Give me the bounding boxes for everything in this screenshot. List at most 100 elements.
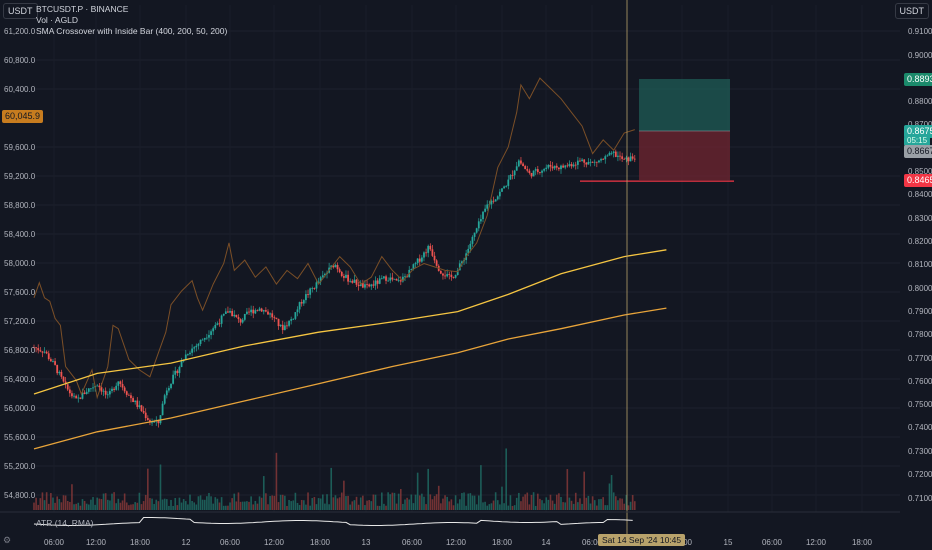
volume-bar [585,497,588,510]
volume-bar [589,503,592,510]
candle-body [349,280,352,282]
candle-body [66,384,69,390]
candle-body [399,280,402,282]
candle-body [214,324,217,329]
volume-bar [216,498,219,510]
volume-bar [558,493,560,510]
candle-body [73,395,75,397]
candle-body [153,421,156,423]
volume-bar [553,503,556,510]
candle-body [121,383,124,388]
volume-bar [351,501,354,510]
candle-body [62,376,65,382]
candle-body [170,383,172,389]
volume-bar [142,501,145,510]
volume-bar [326,494,328,510]
volume-legend[interactable]: Vol · AGLD [36,15,79,25]
volume-bar [364,505,366,510]
candle-body [486,204,489,209]
volume-bar [244,501,246,510]
volume-bar [357,504,360,510]
candle-body [330,265,333,268]
volume-bar [88,504,90,510]
candle-body [602,159,605,160]
volume-bar [140,504,143,510]
candle-body [503,186,505,189]
candle-body [397,280,400,282]
volume-bar [319,498,322,510]
indicator-legend[interactable]: SMA Crossover with Inside Bar (400, 200,… [36,26,228,36]
candle-body [404,276,406,278]
x-tick-label: 12:00 [86,538,107,547]
volume-bar [488,504,491,510]
atr-legend[interactable]: ATR (14, RMA) [36,518,94,528]
candle-body [340,271,343,277]
candle-body [526,169,529,171]
volume-bar [157,501,160,510]
candle-body [604,156,607,160]
volume-bar [98,498,101,510]
volume-bar [437,485,440,510]
volume-bar [90,499,92,510]
candle-body [144,412,147,419]
volume-bar [111,493,113,510]
candle-body [505,185,508,187]
volume-bar [499,504,501,510]
candle-body [513,170,516,176]
volume-bar [214,497,217,510]
volume-bar [349,504,351,510]
volume-bar [562,502,564,510]
right-unit-label[interactable]: USDT [894,3,929,19]
candle-body [593,161,596,163]
candle-body [235,314,238,318]
volume-bar [459,499,461,510]
volume-bar [184,501,187,510]
candle-body [338,269,341,272]
volume-bar [383,503,385,510]
candle-body [275,317,278,319]
candle-body [444,275,446,277]
candle-body [77,397,80,399]
volume-bar [311,498,314,510]
x-tick-label: 06:00 [44,538,65,547]
candle-body [606,155,609,157]
timezone-icon[interactable]: ⚙ [3,535,12,545]
volume-bar [355,496,358,510]
candle-body [157,419,160,424]
volume-bar [267,504,269,510]
volume-bar [484,501,486,510]
left-current-price: 60,045.9 [2,110,44,123]
volume-bar [370,501,373,510]
volume-bar [317,498,320,510]
candle-body [568,164,571,166]
volume-bar [85,503,88,510]
candle-body [389,277,392,281]
volume-bar [182,499,185,510]
candle-body [429,245,432,250]
volume-bar [56,496,58,510]
candle-body [610,152,613,154]
symbol-title[interactable]: BTCUSDT.P · BINANCE [36,4,129,14]
volume-bar [429,494,432,510]
candle-body [345,274,347,278]
candle-body [501,188,503,192]
candle-body [524,166,527,170]
volume-bar [229,502,231,510]
volume-bar [522,496,524,510]
volume-bar [321,494,324,510]
candle-body [233,314,236,317]
candle-body [176,370,179,374]
candle-body [410,269,413,270]
candle-body [539,172,541,173]
candle-body [629,156,632,162]
left-unit-label[interactable]: USDT [3,3,38,19]
volume-bar [505,448,507,510]
volume-bar [378,505,381,510]
candle-body [315,282,318,289]
volume-bar [104,493,107,510]
candle-body [467,248,470,254]
volume-bar [231,498,233,510]
candle-body [43,351,46,353]
volume-bar [486,505,489,510]
